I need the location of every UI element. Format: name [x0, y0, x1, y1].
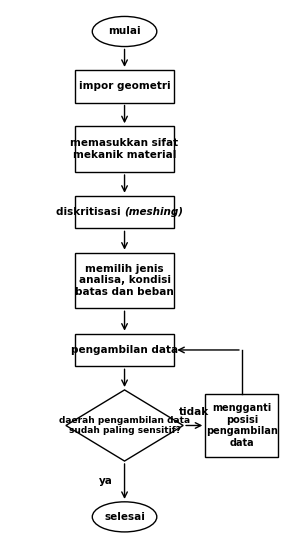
Text: selesai: selesai [104, 512, 145, 522]
FancyBboxPatch shape [75, 70, 174, 103]
Text: mulai: mulai [108, 26, 141, 36]
Text: pengambilan data: pengambilan data [71, 345, 178, 355]
FancyBboxPatch shape [75, 126, 174, 172]
Text: memilih jenis
analisa, kondisi
batas dan beban: memilih jenis analisa, kondisi batas dan… [75, 264, 174, 297]
FancyBboxPatch shape [75, 333, 174, 366]
Text: ya: ya [99, 476, 113, 486]
Text: diskritisasi: diskritisasi [56, 207, 125, 217]
Text: tidak: tidak [179, 408, 209, 417]
Text: (meshing): (meshing) [125, 207, 184, 217]
FancyBboxPatch shape [75, 252, 174, 309]
Ellipse shape [92, 16, 157, 47]
Ellipse shape [92, 502, 157, 532]
Text: daerah pengambilan data
sudah paling sensitif?: daerah pengambilan data sudah paling sen… [59, 416, 190, 435]
FancyBboxPatch shape [75, 196, 174, 228]
Polygon shape [66, 390, 183, 461]
FancyBboxPatch shape [205, 394, 279, 457]
Text: impor geometri: impor geometri [79, 81, 170, 91]
Text: memasukkan sifat
mekanik material: memasukkan sifat mekanik material [70, 139, 178, 160]
Text: mengganti
posisi
pengambilan
data: mengganti posisi pengambilan data [206, 403, 278, 448]
